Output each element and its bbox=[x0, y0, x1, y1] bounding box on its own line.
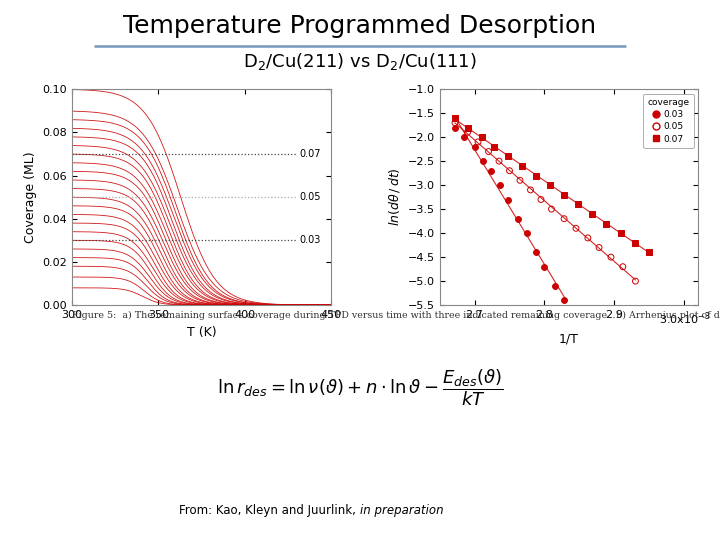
Point bbox=[630, 238, 642, 247]
Text: D$_2$/Cu(211) vs D$_2$/Cu(111): D$_2$/Cu(211) vs D$_2$/Cu(111) bbox=[243, 51, 477, 72]
Text: 0.07: 0.07 bbox=[300, 149, 321, 159]
Point bbox=[459, 133, 470, 141]
Point bbox=[477, 157, 489, 165]
Point bbox=[449, 118, 461, 127]
Point bbox=[483, 147, 495, 156]
Point bbox=[546, 205, 557, 213]
Point bbox=[531, 171, 542, 180]
Point bbox=[449, 113, 461, 122]
Point bbox=[516, 161, 528, 170]
Text: Figure 5:  a) The remaining surface coverage during TPD versus time with three i: Figure 5: a) The remaining surface cover… bbox=[72, 310, 720, 320]
Point bbox=[503, 152, 514, 160]
Point bbox=[558, 296, 570, 305]
Point bbox=[521, 229, 533, 238]
Point bbox=[469, 143, 480, 151]
Point bbox=[462, 128, 473, 137]
Point bbox=[616, 229, 627, 238]
Legend: 0.03, 0.05, 0.07: 0.03, 0.05, 0.07 bbox=[643, 93, 694, 148]
Point bbox=[558, 191, 570, 199]
Point bbox=[485, 166, 497, 175]
Point bbox=[535, 195, 546, 204]
Point bbox=[525, 186, 536, 194]
Point bbox=[582, 234, 593, 242]
Point bbox=[570, 224, 582, 233]
Point bbox=[476, 133, 487, 141]
Point bbox=[617, 262, 629, 271]
Text: Temperature Programmed Desorption: Temperature Programmed Desorption bbox=[123, 14, 597, 37]
Y-axis label: $ln(d\theta\,/\,dt)$: $ln(d\theta\,/\,dt)$ bbox=[387, 168, 402, 226]
Point bbox=[512, 214, 523, 223]
Text: $\ln r_{des} = \ln \nu(\vartheta) + n \cdot \ln \vartheta - \dfrac{E_{des}(\vart: $\ln r_{des} = \ln \nu(\vartheta) + n \c… bbox=[217, 367, 503, 408]
Text: 0.03: 0.03 bbox=[300, 235, 321, 245]
Point bbox=[644, 248, 655, 256]
Point bbox=[504, 166, 516, 175]
Point bbox=[449, 123, 461, 132]
Point bbox=[494, 181, 505, 190]
Point bbox=[472, 138, 484, 146]
Point bbox=[572, 200, 584, 208]
Point bbox=[600, 219, 612, 228]
Y-axis label: Coverage (ML): Coverage (ML) bbox=[24, 151, 37, 243]
Point bbox=[539, 262, 550, 271]
Text: in preparation: in preparation bbox=[360, 504, 444, 517]
Point bbox=[630, 277, 642, 286]
Point bbox=[586, 210, 598, 218]
Point bbox=[544, 181, 556, 190]
X-axis label: T (K): T (K) bbox=[186, 326, 216, 339]
Point bbox=[549, 281, 561, 290]
Point bbox=[558, 214, 570, 223]
Point bbox=[514, 176, 526, 185]
Point bbox=[503, 195, 514, 204]
Point bbox=[488, 143, 500, 151]
Point bbox=[531, 248, 542, 256]
Point bbox=[493, 157, 505, 165]
Text: From: Kao, Kleyn and Juurlink,: From: Kao, Kleyn and Juurlink, bbox=[179, 504, 360, 517]
Text: 0.05: 0.05 bbox=[300, 192, 321, 202]
Point bbox=[606, 253, 617, 261]
X-axis label: 1/T: 1/T bbox=[559, 332, 579, 345]
Point bbox=[593, 243, 605, 252]
Point bbox=[462, 123, 473, 132]
